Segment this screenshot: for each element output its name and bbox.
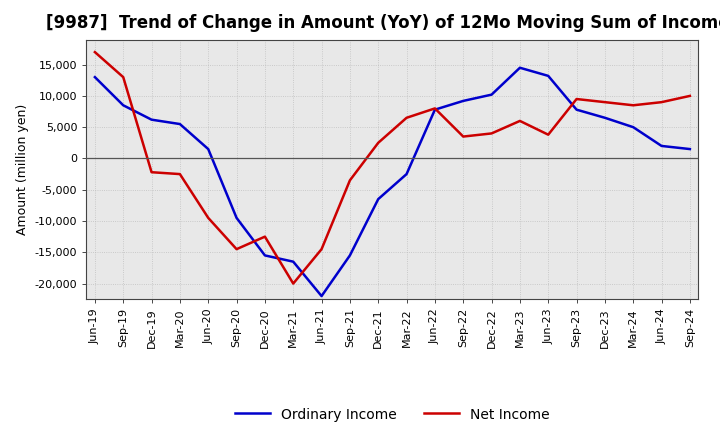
Ordinary Income	[91, 74, 99, 80]
Ordinary Income	[431, 107, 439, 112]
Ordinary Income	[657, 143, 666, 149]
Line: Net Income: Net Income	[95, 52, 690, 283]
Net Income	[289, 281, 297, 286]
Title: [9987]  Trend of Change in Amount (YoY) of 12Mo Moving Sum of Incomes: [9987] Trend of Change in Amount (YoY) o…	[45, 15, 720, 33]
Net Income	[657, 99, 666, 105]
Line: Ordinary Income: Ordinary Income	[95, 68, 690, 296]
Net Income	[204, 215, 212, 220]
Net Income	[374, 140, 382, 146]
Ordinary Income	[402, 172, 411, 177]
Net Income	[459, 134, 467, 139]
Net Income	[148, 169, 156, 175]
Ordinary Income	[233, 215, 241, 220]
Ordinary Income	[318, 293, 326, 299]
Net Income	[544, 132, 552, 137]
Net Income	[685, 93, 694, 99]
Ordinary Income	[600, 115, 609, 121]
Ordinary Income	[685, 147, 694, 152]
Net Income	[487, 131, 496, 136]
Ordinary Income	[346, 253, 354, 258]
Ordinary Income	[289, 259, 297, 264]
Net Income	[346, 178, 354, 183]
Net Income	[600, 99, 609, 105]
Legend: Ordinary Income, Net Income: Ordinary Income, Net Income	[230, 402, 555, 427]
Ordinary Income	[204, 147, 212, 152]
Net Income	[91, 49, 99, 55]
Ordinary Income	[544, 73, 552, 78]
Ordinary Income	[119, 103, 127, 108]
Ordinary Income	[374, 197, 382, 202]
Ordinary Income	[459, 98, 467, 103]
Ordinary Income	[572, 107, 581, 112]
Net Income	[431, 106, 439, 111]
Ordinary Income	[629, 125, 637, 130]
Ordinary Income	[176, 121, 184, 127]
Net Income	[119, 74, 127, 80]
Net Income	[261, 234, 269, 239]
Ordinary Income	[148, 117, 156, 122]
Net Income	[318, 246, 326, 252]
Net Income	[176, 172, 184, 177]
Ordinary Income	[487, 92, 496, 97]
Net Income	[572, 96, 581, 102]
Y-axis label: Amount (million yen): Amount (million yen)	[16, 104, 30, 235]
Net Income	[629, 103, 637, 108]
Net Income	[233, 246, 241, 252]
Ordinary Income	[261, 253, 269, 258]
Ordinary Income	[516, 65, 524, 70]
Net Income	[402, 115, 411, 121]
Net Income	[516, 118, 524, 124]
